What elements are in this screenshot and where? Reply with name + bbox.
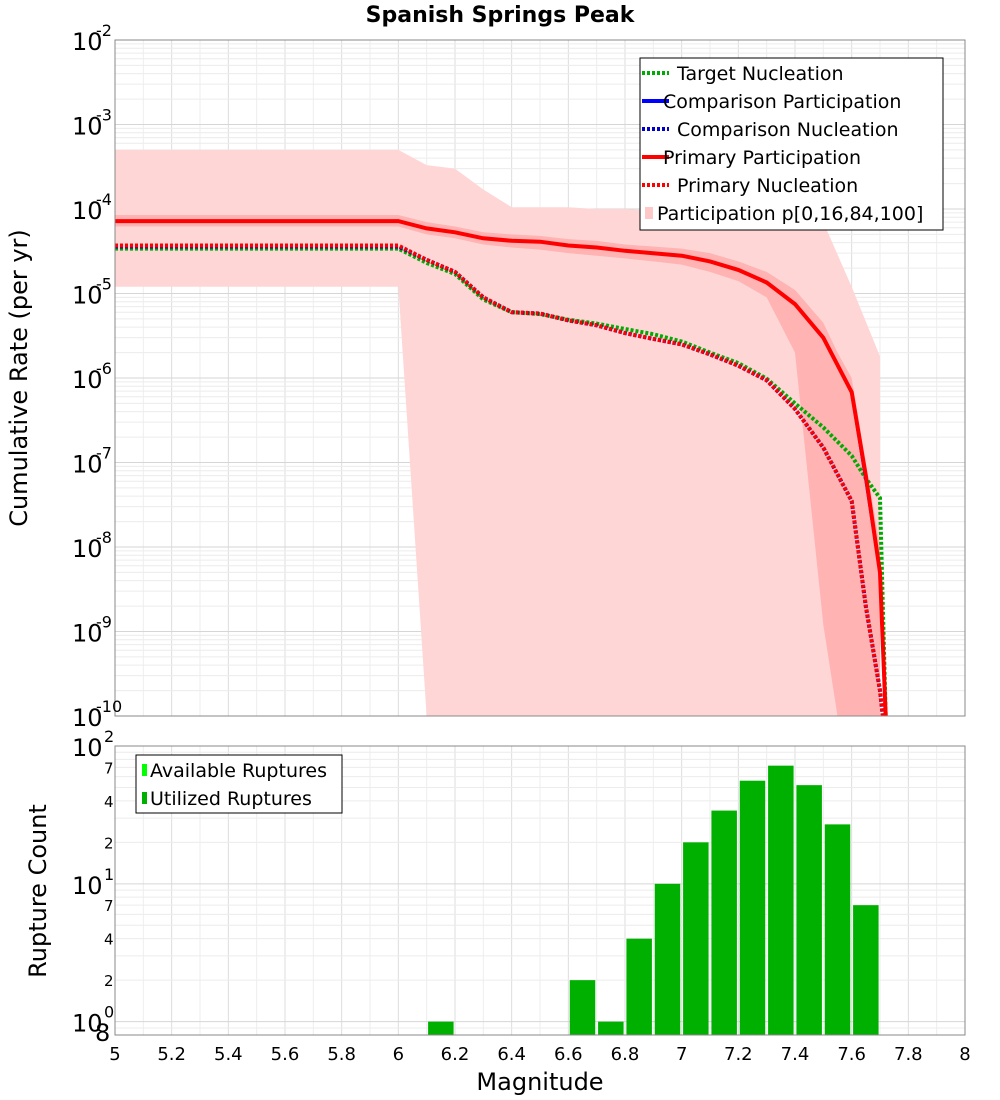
rate-y-tick-label: 10 (72, 113, 103, 141)
bar (428, 1021, 454, 1035)
count-y-minor-label: 8 (95, 1019, 110, 1047)
count-y-tick-exponent: 0 (104, 1003, 114, 1022)
bar (683, 842, 709, 1035)
x-tick-label: 5.2 (157, 1044, 186, 1065)
legend-label: Comparison Participation (663, 91, 901, 113)
count-plot-frame (114, 745, 966, 1036)
rate-y-tick-label: 10 (72, 28, 103, 56)
rate-y-tick-exponent: -7 (96, 444, 112, 463)
primary-nucleation-line (115, 243, 885, 717)
rate-y-tick-label: 10 (72, 535, 103, 563)
count-y-minor-label: 2 (104, 834, 114, 852)
bar (796, 785, 822, 1035)
count-y-minor-label: 4 (104, 793, 114, 811)
rate-y-ticks: 10-210-310-410-510-610-710-810-910-10 (72, 21, 122, 732)
rate-series (115, 219, 888, 717)
x-tick-label: 7.6 (837, 1044, 866, 1065)
rate-y-tick-label: 10 (72, 197, 103, 225)
x-tick-label: 5.8 (327, 1044, 356, 1065)
x-tick-label: 6 (393, 1044, 404, 1065)
x-ticks: 5 5.2 5.4 5.6 5.8 6 6.2 6.4 6.6 6.8 7 7.2 7.4 7.6 7.8 8 (109, 1044, 970, 1065)
x-axis-title: Magnitude (476, 1068, 603, 1096)
count-legend: Available Ruptures Utilized Ruptures (135, 754, 343, 814)
legend-label: Primary Participation (663, 147, 861, 169)
rate-y-tick-label: 10 (72, 451, 103, 479)
rate-legend-box (639, 57, 944, 231)
rate-y-tick-label: 10 (72, 704, 103, 732)
x-tick-label: 8 (959, 1044, 970, 1065)
rate-y-tick-exponent: -6 (96, 359, 112, 378)
bar (569, 980, 596, 1035)
legend-label: Available Ruptures (150, 760, 327, 782)
x-tick-label: 6.4 (497, 1044, 526, 1065)
rupture-bars (428, 765, 879, 1035)
legend-swatch (142, 764, 147, 776)
bar (654, 883, 681, 1035)
count-y-tick-exponent: 2 (104, 727, 114, 746)
primary-participation-line (115, 219, 888, 717)
x-tick-label: 5.6 (271, 1044, 300, 1065)
rate-y-axis-title: Cumulative Rate (per yr) (5, 229, 33, 527)
bar (853, 905, 879, 1035)
bar (739, 780, 766, 1035)
legend-label: Target Nucleation (676, 63, 844, 85)
count-y-tick-label: 10 (72, 872, 103, 900)
rate-y-tick-label: 10 (72, 282, 103, 310)
rate-y-tick-exponent: -2 (96, 21, 112, 40)
count-y-minor-label: 7 (104, 759, 114, 777)
rate-plot-frame (114, 39, 966, 717)
legend-swatch (142, 792, 147, 804)
count-y-tick-label: 10 (72, 734, 103, 762)
count-y-tick-label: 10 (72, 1010, 103, 1038)
legend-label: Comparison Nucleation (677, 119, 899, 141)
x-tick-label: 5.4 (214, 1044, 243, 1065)
x-tick-label: 7.2 (724, 1044, 753, 1065)
x-tick-label: 5 (109, 1044, 120, 1065)
legend-swatch (645, 207, 653, 219)
rate-panel: 10-210-310-410-510-610-710-810-910-10 Cu… (5, 21, 966, 732)
count-y-minor-label: 7 (104, 897, 114, 915)
count-legend-box (135, 754, 343, 814)
rate-legend: Target Nucleation Comparison Participatio… (639, 57, 944, 231)
legend-label: Utilized Ruptures (150, 788, 312, 810)
band-outer (115, 149, 880, 717)
rate-y-tick-exponent: -10 (96, 697, 122, 716)
rate-y-tick-exponent: -4 (96, 190, 112, 209)
rate-y-tick-exponent: -3 (96, 106, 112, 125)
bar (768, 765, 794, 1035)
count-y-minor-label: 4 (104, 931, 114, 949)
x-tick-label: 6.6 (554, 1044, 583, 1065)
rate-y-tick-label: 10 (72, 366, 103, 394)
rate-y-tick-label: 10 (72, 620, 103, 648)
x-tick-label: 6.8 (611, 1044, 640, 1065)
x-tick-label: 7 (676, 1044, 687, 1065)
rate-y-tick-exponent: -9 (96, 613, 112, 632)
x-tick-label: 6.2 (441, 1044, 470, 1065)
legend-label: Primary Nucleation (677, 175, 858, 197)
bar (598, 1021, 624, 1035)
participation-bands (115, 149, 880, 717)
count-y-axis-title: Rupture Count (24, 804, 52, 978)
count-y-minor-label: 2 (104, 972, 114, 990)
x-tick-label: 7.8 (894, 1044, 923, 1065)
rate-y-tick-exponent: -5 (96, 275, 112, 294)
bar (626, 938, 652, 1035)
x-tick-label: 7.4 (781, 1044, 810, 1065)
bar (711, 810, 737, 1035)
count-y-tick-exponent: 1 (104, 865, 114, 884)
legend-label: Participation p[0,16,84,100] (657, 203, 923, 225)
chart-title: Spanish Springs Peak (366, 3, 636, 28)
target-nucleation-line (115, 246, 888, 717)
bar (824, 824, 851, 1035)
rate-y-tick-exponent: -8 (96, 528, 112, 547)
